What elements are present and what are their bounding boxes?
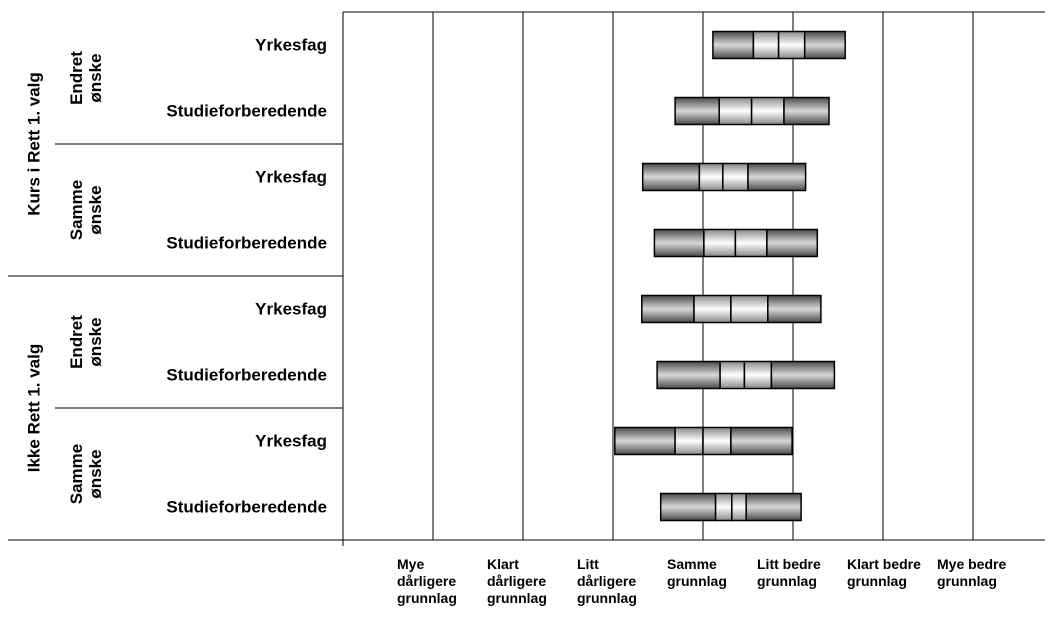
box-segment xyxy=(653,228,705,258)
row-label: Studieforberedende xyxy=(166,497,327,517)
box-segment xyxy=(803,30,846,60)
subgroup-label: Endret ønske xyxy=(67,51,105,105)
subgroup-label: Samme ønske xyxy=(67,179,105,241)
box-segment xyxy=(641,162,701,192)
box-segment xyxy=(718,96,753,126)
box-segment xyxy=(750,96,785,126)
x-tick-label: Litt dårligere grunnlag xyxy=(577,556,637,606)
box-segment xyxy=(702,426,732,456)
x-tick-label: Mye bedre grunnlag xyxy=(937,556,1007,589)
box-segment xyxy=(722,162,749,192)
box-segment xyxy=(719,360,746,390)
box-segment xyxy=(641,294,695,324)
group-label: Ikke Rett 1. valg xyxy=(24,343,44,473)
box-segment xyxy=(659,492,717,522)
x-tick-label: Litt bedre grunnlag xyxy=(757,556,821,589)
row-label: Yrkesfag xyxy=(255,431,327,451)
x-tick-label: Samme grunnlag xyxy=(667,556,727,589)
box-segment xyxy=(777,30,806,60)
row-label: Studieforberedende xyxy=(166,233,327,253)
box-segment xyxy=(693,294,732,324)
group-label: Kurs i Rett 1. valg xyxy=(24,72,44,216)
x-tick-label: Mye dårligere grunnlag xyxy=(397,556,457,606)
row-label: Yrkesfag xyxy=(255,299,327,319)
box-segment xyxy=(745,492,802,522)
x-tick-label: Klart dårligere grunnlag xyxy=(487,556,547,606)
box-segment xyxy=(734,228,768,258)
box-segment xyxy=(752,30,780,60)
box-segment xyxy=(743,360,773,390)
row-label: Yrkesfag xyxy=(255,35,327,55)
box-segment xyxy=(714,492,733,522)
box-segment xyxy=(783,96,830,126)
box-segment xyxy=(698,162,724,192)
box-segment xyxy=(766,228,819,258)
box-segment xyxy=(712,30,755,60)
x-tick-label: Klart bedre grunnlag xyxy=(847,556,921,589)
subgroup-label: Samme ønske xyxy=(67,443,105,505)
box-segment xyxy=(770,360,836,390)
box-segment xyxy=(730,426,793,456)
row-label: Yrkesfag xyxy=(255,167,327,187)
box-segment xyxy=(703,228,737,258)
box-segment xyxy=(656,360,721,390)
box-segment xyxy=(731,492,747,522)
box-segment xyxy=(730,294,769,324)
box-segment xyxy=(747,162,807,192)
box-segment xyxy=(614,426,676,456)
subgroup-label: Endret ønske xyxy=(67,315,105,369)
box-segment xyxy=(674,426,704,456)
box-segment xyxy=(767,294,822,324)
row-label: Studieforberedende xyxy=(166,365,327,385)
row-label: Studieforberedende xyxy=(166,101,327,121)
box-segment xyxy=(674,96,720,126)
